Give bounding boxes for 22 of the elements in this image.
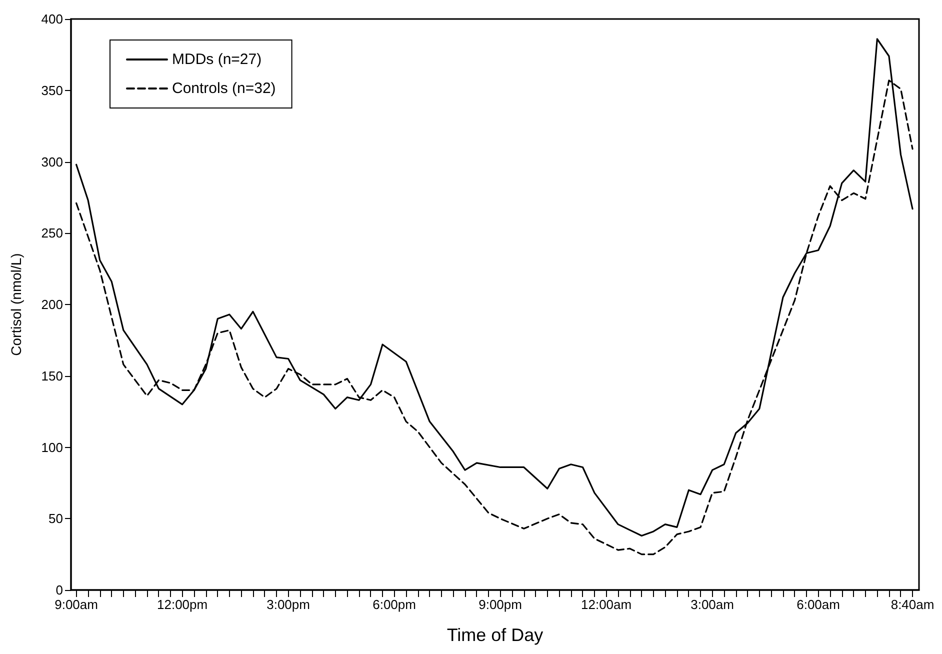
y-tick-label: 100 [41, 440, 63, 455]
y-tick-label: 150 [41, 368, 63, 384]
x-tick-label: 6:00am [796, 597, 840, 612]
x-tick-label: 8:40am [890, 597, 934, 612]
y-tick-label: 350 [41, 82, 63, 98]
y-tick-label: 300 [41, 154, 63, 170]
y-tick-label: 0 [56, 582, 63, 598]
legend-label: Controls (n=32) [172, 80, 276, 97]
y-tick-label: 200 [41, 297, 63, 312]
y-tick-label: 250 [41, 226, 63, 241]
x-tick-label: 3:00am [690, 597, 734, 612]
x-tick-label: 9:00am [54, 597, 98, 612]
x-tick-label: 12:00am [581, 597, 632, 612]
x-axis-title: Time of Day [446, 625, 544, 645]
legend-label: MDDs (n=27) [172, 51, 262, 68]
x-tick-label: 6:00pm [372, 597, 416, 612]
x-tick-label: 12:00pm [157, 597, 208, 612]
x-tick-label: 9:00pm [478, 597, 522, 612]
x-tick-label: 3:00pm [266, 597, 310, 612]
y-tick-label: 50 [48, 511, 63, 526]
y-tick-label: 400 [41, 12, 63, 26]
y-axis-title: Cortisol (nmol/L) [8, 253, 24, 356]
